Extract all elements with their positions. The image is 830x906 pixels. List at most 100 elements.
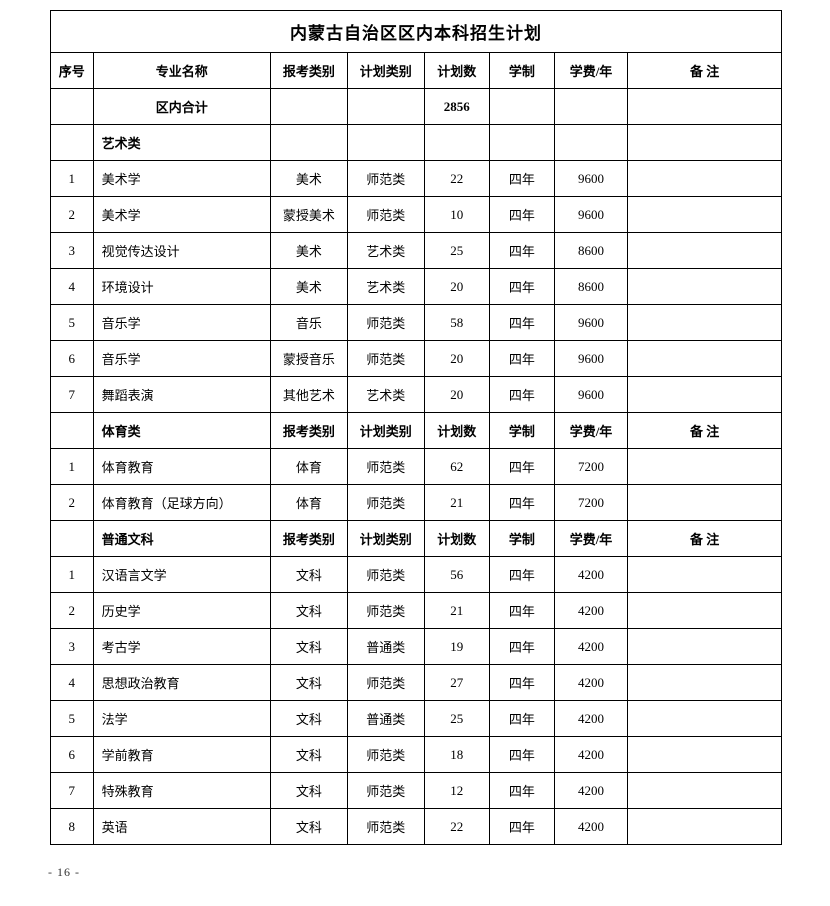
- row-note: [628, 737, 782, 773]
- section-header-row: 体育类报考类别计划类别计划数学制学费/年备 注: [51, 413, 782, 449]
- row-count: 10: [424, 197, 489, 233]
- row-plan-type: 师范类: [347, 161, 424, 197]
- row-major: 音乐学: [93, 341, 270, 377]
- row-count: 56: [424, 557, 489, 593]
- row-count: 20: [424, 341, 489, 377]
- row-fee: 4200: [554, 701, 627, 737]
- row-duration: 四年: [489, 233, 554, 269]
- row-category: 文科: [271, 737, 348, 773]
- row-fee: 8600: [554, 269, 627, 305]
- col-header-index: 序号: [51, 53, 94, 89]
- subtotal-duration: [489, 89, 554, 125]
- blank: [271, 125, 348, 161]
- row-duration: 四年: [489, 377, 554, 413]
- row-category: 文科: [271, 809, 348, 845]
- subtotal-plan: [347, 89, 424, 125]
- row-plan-type: 师范类: [347, 485, 424, 521]
- row-plan-type: 艺术类: [347, 377, 424, 413]
- row-plan-type: 师范类: [347, 809, 424, 845]
- subtotal-row: 区内合计 2856: [51, 89, 782, 125]
- subtotal-category: [271, 89, 348, 125]
- row-index: 3: [51, 629, 94, 665]
- row-index: 5: [51, 305, 94, 341]
- subtotal-count: 2856: [424, 89, 489, 125]
- row-major: 特殊教育: [93, 773, 270, 809]
- row-duration: 四年: [489, 485, 554, 521]
- section-col-count: 计划数: [424, 521, 489, 557]
- row-duration: 四年: [489, 197, 554, 233]
- row-fee: 4200: [554, 773, 627, 809]
- row-category: 蒙授音乐: [271, 341, 348, 377]
- row-plan-type: 普通类: [347, 701, 424, 737]
- section-col-note: 备 注: [628, 521, 782, 557]
- row-major: 历史学: [93, 593, 270, 629]
- col-header-plan-type: 计划类别: [347, 53, 424, 89]
- section-index: [51, 125, 94, 161]
- row-plan-type: 师范类: [347, 449, 424, 485]
- section-label: 艺术类: [93, 125, 270, 161]
- col-header-note: 备 注: [628, 53, 782, 89]
- section-col-category: 报考类别: [271, 413, 348, 449]
- subtotal-index: [51, 89, 94, 125]
- row-category: 文科: [271, 557, 348, 593]
- section-header-row: 普通文科报考类别计划类别计划数学制学费/年备 注: [51, 521, 782, 557]
- table-row: 7舞蹈表演其他艺术艺术类20四年9600: [51, 377, 782, 413]
- row-fee: 7200: [554, 449, 627, 485]
- row-category: 美术: [271, 269, 348, 305]
- table-row: 5法学文科普通类25四年4200: [51, 701, 782, 737]
- section-col-duration: 学制: [489, 521, 554, 557]
- row-note: [628, 233, 782, 269]
- row-major: 美术学: [93, 197, 270, 233]
- row-major: 汉语言文学: [93, 557, 270, 593]
- row-major: 法学: [93, 701, 270, 737]
- row-count: 27: [424, 665, 489, 701]
- table-row: 6学前教育文科师范类18四年4200: [51, 737, 782, 773]
- subtotal-label: 区内合计: [93, 89, 270, 125]
- table-row: 6音乐学蒙授音乐师范类20四年9600: [51, 341, 782, 377]
- table-row: 2体育教育（足球方向）体育师范类21四年7200: [51, 485, 782, 521]
- row-note: [628, 197, 782, 233]
- col-header-count: 计划数: [424, 53, 489, 89]
- row-category: 文科: [271, 593, 348, 629]
- row-count: 19: [424, 629, 489, 665]
- row-index: 4: [51, 269, 94, 305]
- table-row: 2美术学蒙授美术师范类10四年9600: [51, 197, 782, 233]
- col-header-major: 专业名称: [93, 53, 270, 89]
- row-duration: 四年: [489, 269, 554, 305]
- row-plan-type: 艺术类: [347, 233, 424, 269]
- row-fee: 4200: [554, 557, 627, 593]
- row-index: 7: [51, 773, 94, 809]
- row-note: [628, 305, 782, 341]
- row-category: 美术: [271, 161, 348, 197]
- row-major: 美术学: [93, 161, 270, 197]
- row-fee: 9600: [554, 377, 627, 413]
- row-category: 文科: [271, 773, 348, 809]
- section-col-fee: 学费/年: [554, 413, 627, 449]
- row-count: 22: [424, 161, 489, 197]
- row-count: 18: [424, 737, 489, 773]
- blank: [489, 125, 554, 161]
- row-index: 5: [51, 701, 94, 737]
- row-duration: 四年: [489, 161, 554, 197]
- row-duration: 四年: [489, 449, 554, 485]
- row-fee: 4200: [554, 809, 627, 845]
- row-count: 58: [424, 305, 489, 341]
- section-label: 普通文科: [93, 521, 270, 557]
- section-col-duration: 学制: [489, 413, 554, 449]
- row-major: 视觉传达设计: [93, 233, 270, 269]
- row-index: 2: [51, 593, 94, 629]
- blank: [628, 125, 782, 161]
- section-index: [51, 521, 94, 557]
- row-duration: 四年: [489, 557, 554, 593]
- row-duration: 四年: [489, 593, 554, 629]
- col-header-category: 报考类别: [271, 53, 348, 89]
- row-plan-type: 师范类: [347, 341, 424, 377]
- section-col-note: 备 注: [628, 413, 782, 449]
- row-plan-type: 师范类: [347, 557, 424, 593]
- row-major: 体育教育（足球方向）: [93, 485, 270, 521]
- row-duration: 四年: [489, 737, 554, 773]
- row-count: 25: [424, 233, 489, 269]
- row-note: [628, 269, 782, 305]
- row-fee: 4200: [554, 737, 627, 773]
- row-fee: 8600: [554, 233, 627, 269]
